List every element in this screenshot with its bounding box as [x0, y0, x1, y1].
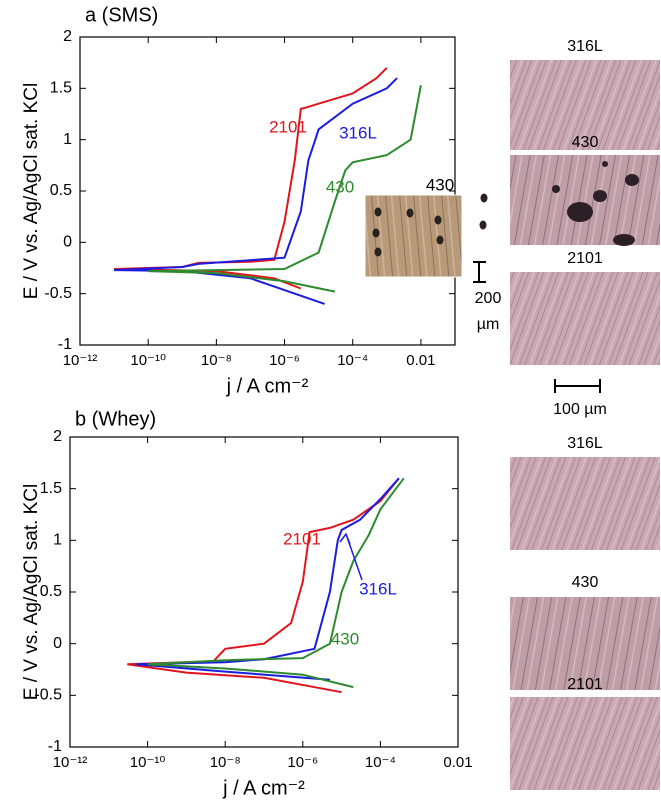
x-tick-label: 10⁻⁸	[201, 352, 232, 369]
image-label: 430	[572, 134, 599, 151]
micrograph	[510, 272, 660, 365]
micrograph	[510, 60, 660, 150]
series-label: 2101	[283, 529, 321, 548]
x-tick-label: 10⁻⁴	[337, 352, 368, 369]
pit	[434, 215, 442, 225]
pit	[374, 247, 382, 257]
y-tick-label: 1.5	[50, 80, 72, 97]
y-tick-label: -1	[58, 336, 72, 353]
micrograph	[510, 597, 660, 690]
x-tick-label: 10⁻⁶	[269, 352, 300, 369]
x-axis-label: j / A cm⁻²	[222, 777, 305, 799]
micrograph	[510, 697, 660, 790]
x-tick-label: 10⁻⁸	[210, 754, 241, 771]
y-tick-label: 0.5	[50, 182, 72, 199]
arrow	[339, 532, 363, 581]
y-tick-label: 2	[53, 428, 62, 445]
y-axis-label: E / V vs. Ag/AgCl sat. KCl	[21, 83, 42, 299]
pit	[480, 193, 488, 203]
pit	[374, 207, 382, 217]
y-tick-label: -1	[48, 738, 62, 755]
chart-title: a (SMS)	[85, 4, 158, 26]
scale-label: 200	[475, 290, 502, 307]
micrograph	[510, 155, 660, 245]
y-tick-label: 1	[53, 532, 62, 549]
micrograph	[510, 457, 660, 550]
y-tick-label: 1.5	[40, 480, 62, 497]
inset-title: 430	[426, 175, 454, 194]
plot-frame	[79, 36, 456, 346]
x-tick-label: 10⁻⁴	[365, 754, 396, 771]
curve	[148, 85, 422, 293]
series-label: 316L	[359, 579, 397, 598]
x-tick-label: 10⁻¹²	[63, 352, 98, 369]
y-tick-label: -0.5	[34, 687, 62, 704]
pit	[406, 208, 414, 218]
pit	[479, 220, 487, 230]
y-tick-label: 0	[63, 234, 72, 251]
series-label: 430	[331, 629, 359, 648]
pit	[372, 228, 380, 238]
y-axis-label: E / V vs. Ag/AgCl sat. KCl	[21, 484, 42, 700]
x-tick-label: 0.01	[406, 352, 435, 369]
y-tick-label: 0.5	[40, 583, 62, 600]
pits	[552, 161, 639, 246]
inset-image	[364, 194, 463, 278]
series-label: 2101	[269, 117, 307, 136]
x-tick-label: 10⁻¹⁰	[130, 352, 166, 369]
series-label: 316L	[339, 123, 377, 142]
x-tick-label: 10⁻¹²	[53, 754, 88, 771]
image-label: 316L	[567, 435, 603, 452]
series-label: 430	[326, 177, 354, 196]
y-tick-label: 2	[63, 28, 72, 45]
curve	[147, 477, 405, 689]
curve	[127, 477, 400, 694]
y-tick-label: 1	[63, 131, 72, 148]
x-tick-label: 0.01	[443, 754, 472, 771]
curve	[135, 477, 400, 681]
scale-label: µm	[477, 316, 500, 333]
x-axis-label: j / A cm⁻²	[226, 375, 309, 397]
x-tick-label: 10⁻¹⁰	[130, 754, 166, 771]
scale-label: 100 µm	[553, 401, 607, 418]
image-label: 316L	[567, 38, 603, 55]
y-tick-label: -0.5	[44, 285, 72, 302]
x-tick-label: 10⁻⁶	[287, 754, 318, 771]
pit	[436, 235, 444, 245]
image-label: 430	[572, 574, 599, 591]
image-label: 2101	[567, 676, 603, 693]
y-tick-label: 0	[53, 635, 62, 652]
image-label: 2101	[567, 250, 603, 267]
scale-bar	[554, 379, 601, 393]
chart-title: b (Whey)	[75, 408, 156, 430]
